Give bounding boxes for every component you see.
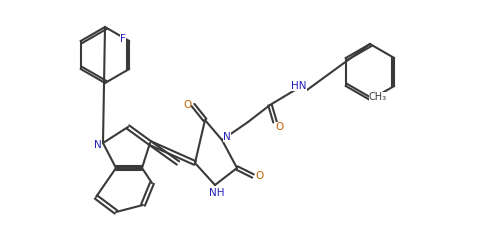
- Text: O: O: [183, 100, 191, 110]
- Text: F: F: [120, 34, 126, 44]
- Text: HN: HN: [291, 81, 307, 91]
- Text: NH: NH: [209, 188, 225, 198]
- Text: O: O: [276, 122, 284, 132]
- Text: N: N: [223, 132, 231, 142]
- Text: O: O: [256, 171, 264, 181]
- Text: CH₃: CH₃: [369, 92, 387, 102]
- Text: N: N: [94, 140, 102, 150]
